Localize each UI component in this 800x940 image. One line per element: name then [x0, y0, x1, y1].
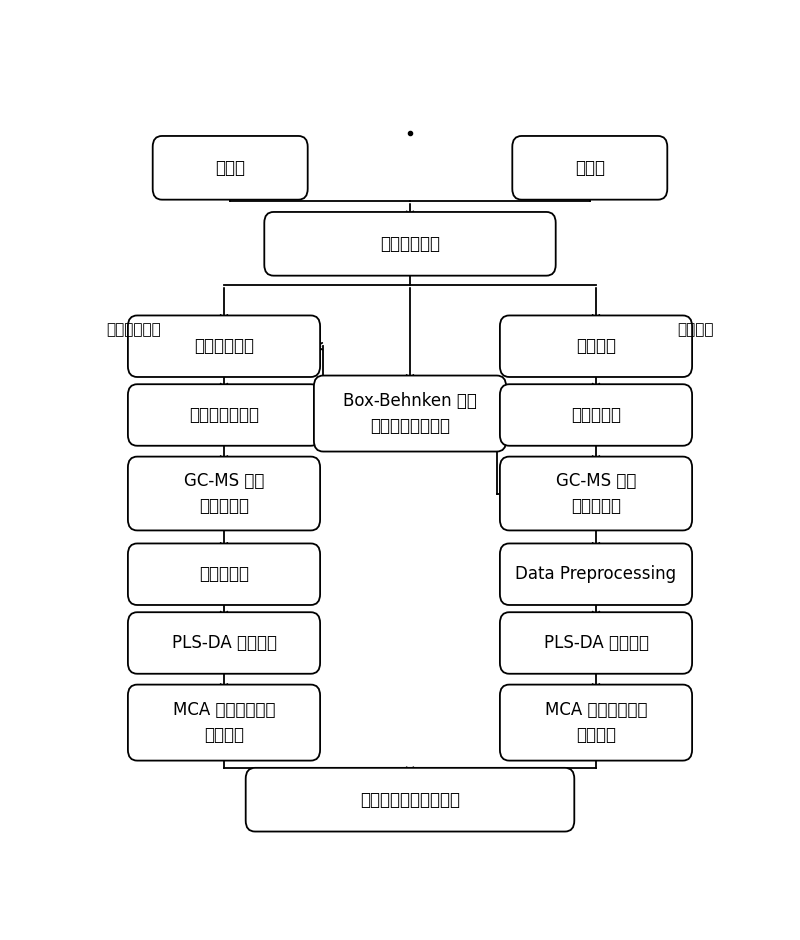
Text: GC-MS 获取
代谢指纹谱: GC-MS 获取 代谢指纹谱 [556, 472, 636, 515]
FancyBboxPatch shape [128, 384, 320, 446]
Text: 微波辅助方法: 微波辅助方法 [106, 322, 161, 337]
Text: Data Preprocessing: Data Preprocessing [515, 565, 677, 583]
FancyBboxPatch shape [128, 684, 320, 760]
FancyBboxPatch shape [314, 376, 506, 451]
Text: 微波辅助衍生化: 微波辅助衍生化 [189, 406, 259, 424]
FancyBboxPatch shape [500, 543, 692, 605]
Text: 血浆样品处理: 血浆样品处理 [380, 235, 440, 253]
FancyBboxPatch shape [128, 543, 320, 605]
Text: 传统衍生化: 传统衍生化 [571, 406, 621, 424]
Text: PLS-DA 模式识别: PLS-DA 模式识别 [543, 634, 649, 652]
Text: GC-MS 获取
代谢指纹谱: GC-MS 获取 代谢指纹谱 [184, 472, 264, 515]
FancyBboxPatch shape [512, 136, 667, 199]
Text: 对照组: 对照组 [215, 159, 246, 177]
Text: 微波辅助肟化: 微波辅助肟化 [194, 337, 254, 355]
FancyBboxPatch shape [264, 212, 556, 275]
Text: 数据前处理: 数据前处理 [199, 565, 249, 583]
FancyBboxPatch shape [500, 457, 692, 530]
FancyBboxPatch shape [153, 136, 308, 199]
Text: PLS-DA 模式识别: PLS-DA 模式识别 [171, 634, 277, 652]
FancyBboxPatch shape [128, 457, 320, 530]
FancyBboxPatch shape [246, 768, 574, 832]
FancyBboxPatch shape [500, 384, 692, 446]
Text: 模型组: 模型组 [574, 159, 605, 177]
FancyBboxPatch shape [128, 612, 320, 674]
Text: 传统方法: 传统方法 [678, 322, 714, 337]
FancyBboxPatch shape [128, 316, 320, 377]
Text: 传统肟化: 传统肟化 [576, 337, 616, 355]
Text: MCA 获取差异性内
源代谢物: MCA 获取差异性内 源代谢物 [173, 701, 275, 744]
Text: 差异性内源代谢物比较: 差异性内源代谢物比较 [360, 791, 460, 808]
FancyBboxPatch shape [500, 684, 692, 760]
Text: Box-Behnken 设计
优化微波辅助条件: Box-Behnken 设计 优化微波辅助条件 [343, 392, 477, 435]
FancyBboxPatch shape [500, 316, 692, 377]
Text: MCA 获取差异性内
源代谢物: MCA 获取差异性内 源代谢物 [545, 701, 647, 744]
FancyBboxPatch shape [500, 612, 692, 674]
